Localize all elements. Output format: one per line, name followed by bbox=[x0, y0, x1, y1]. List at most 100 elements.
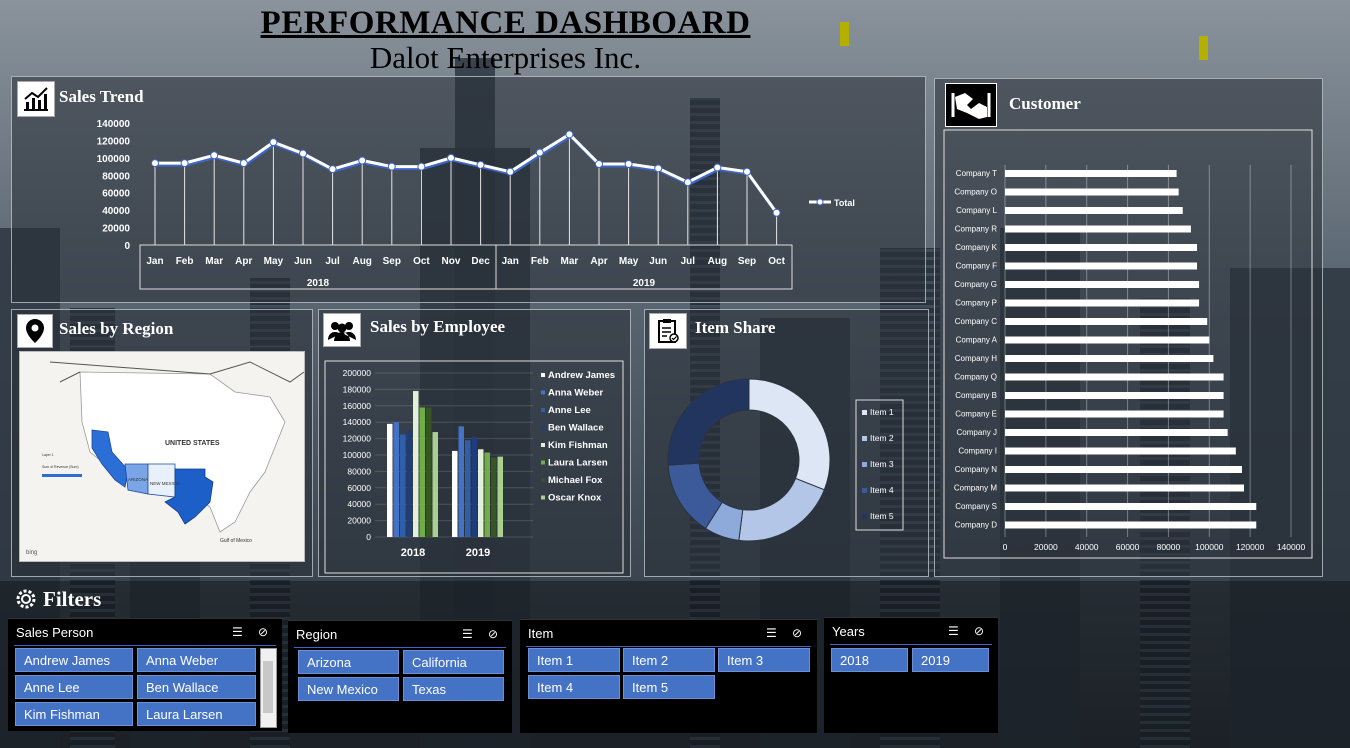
bar bbox=[1005, 336, 1210, 344]
customer-panel[interactable]: Customer 0 20000 40000 60000 80000 100000 1200… bbox=[934, 78, 1323, 577]
bar bbox=[1005, 521, 1257, 529]
x-tick-label: 140000 bbox=[1277, 542, 1306, 552]
trend-chart-icon bbox=[17, 81, 55, 117]
region-slicer[interactable]: Region ☰ ⊘ Arizona California New Mexico… bbox=[288, 620, 512, 733]
legend-label: Andrew James bbox=[548, 370, 615, 381]
y-tick-label: Company O bbox=[954, 188, 997, 197]
clear-filter-icon[interactable]: ⊘ bbox=[258, 625, 269, 639]
legend-swatch bbox=[541, 443, 545, 447]
y-tick-label: 160000 bbox=[343, 401, 372, 411]
multi-select-icon[interactable]: ☰ bbox=[766, 626, 777, 640]
multi-select-icon[interactable]: ☰ bbox=[462, 627, 473, 641]
data-point bbox=[447, 153, 455, 162]
years-slicer-header: Years bbox=[832, 624, 865, 639]
legend-label: Ben Wallace bbox=[548, 423, 604, 434]
x-tick-label: Jun bbox=[294, 256, 312, 267]
column bbox=[413, 391, 419, 537]
slicer-item[interactable]: Item 3 bbox=[718, 648, 810, 672]
multi-select-icon[interactable]: ☰ bbox=[948, 624, 959, 638]
x-tick-label: Feb bbox=[531, 256, 549, 267]
dashboard-title: PERFORMANCE DASHBOARD bbox=[260, 5, 751, 41]
slicer-item[interactable]: Texas bbox=[403, 677, 504, 701]
y-tick-label: 100000 bbox=[97, 154, 131, 165]
y-tick-label: Company J bbox=[957, 428, 997, 437]
sales-trend-panel[interactable]: Sales Trend 0 20000 40000 60000 80000 100000 1… bbox=[11, 76, 926, 303]
bing-label: bing bbox=[26, 550, 37, 556]
data-point bbox=[476, 160, 485, 169]
y-tick-label: Company C bbox=[955, 317, 997, 326]
data-point bbox=[358, 156, 367, 165]
x-tick-label: 80000 bbox=[1157, 542, 1181, 552]
slicer-item[interactable]: California bbox=[403, 650, 504, 674]
doughnut-slice bbox=[748, 378, 831, 491]
map-legend-sub: Sum of Revenue (Sum) bbox=[42, 465, 79, 469]
y-tick-label: Company A bbox=[956, 336, 998, 345]
clear-filter-icon[interactable]: ⊘ bbox=[488, 627, 499, 641]
data-point bbox=[269, 138, 278, 147]
location-pin-icon bbox=[17, 314, 53, 348]
data-point bbox=[535, 148, 544, 157]
region-map[interactable]: UNITED STATES ARIZONA NEW MEXICO Gulf of… bbox=[19, 351, 305, 562]
slicer-item[interactable]: Anne Lee bbox=[15, 675, 133, 699]
clear-filter-icon[interactable]: ⊘ bbox=[792, 626, 803, 640]
slicer-item[interactable]: 2018 bbox=[831, 648, 908, 672]
gear-icon bbox=[12, 585, 40, 613]
slicer-item[interactable]: New Mexico bbox=[298, 677, 399, 701]
legend-label: Item 3 bbox=[870, 459, 894, 469]
slicer-item[interactable]: Andrew James bbox=[15, 648, 133, 672]
bar bbox=[1005, 503, 1257, 510]
column bbox=[458, 426, 464, 537]
data-point bbox=[387, 162, 396, 171]
slicer-item[interactable]: Item 2 bbox=[623, 648, 715, 672]
slicer-item[interactable]: Laura Larsen bbox=[137, 702, 256, 726]
slicer-item[interactable]: Kim Fishman bbox=[15, 702, 133, 726]
slicer-item[interactable]: Item 1 bbox=[528, 648, 620, 672]
column bbox=[465, 440, 471, 537]
california-region[interactable] bbox=[91, 429, 129, 488]
slicer-item[interactable]: Item 5 bbox=[623, 675, 715, 699]
doughnut-slice bbox=[738, 477, 825, 542]
x-tick-label: Apr bbox=[235, 256, 252, 267]
slicer-item[interactable]: Item 4 bbox=[528, 675, 620, 699]
years-slicer[interactable]: Years ☰ ⊘ 2018 2019 bbox=[824, 617, 998, 733]
y-tick-label: 120000 bbox=[97, 136, 131, 147]
texas-region[interactable] bbox=[164, 468, 214, 525]
column bbox=[387, 423, 393, 537]
x-tick-label: 2018 bbox=[401, 547, 425, 559]
y-tick-label: Company D bbox=[955, 521, 997, 530]
slicer-item[interactable]: 2019 bbox=[912, 648, 989, 672]
y-tick-label: 20000 bbox=[347, 516, 371, 526]
bar bbox=[1005, 299, 1200, 307]
clear-filter-icon[interactable]: ⊘ bbox=[974, 624, 985, 638]
x-tick-label: 2019 bbox=[466, 547, 490, 559]
column bbox=[478, 449, 484, 537]
bar bbox=[1005, 170, 1177, 177]
slicer-scrollbar[interactable] bbox=[260, 648, 277, 728]
item-slicer[interactable]: Item ☰ ⊘ Item 1 Item 2 Item 3 Item 4 Ite… bbox=[520, 619, 817, 733]
column bbox=[400, 434, 406, 537]
x-tick-label: Dec bbox=[471, 256, 490, 267]
year-label: 2018 bbox=[307, 278, 330, 289]
multi-select-icon[interactable]: ☰ bbox=[232, 625, 243, 639]
sales-person-header: Sales Person bbox=[16, 625, 94, 640]
y-tick-label: Company T bbox=[956, 169, 997, 178]
legend-swatch bbox=[541, 373, 545, 377]
y-tick-label: 140000 bbox=[97, 119, 131, 130]
customer-title: Customer bbox=[1009, 94, 1081, 113]
legend-swatch bbox=[541, 408, 545, 412]
employee-panel[interactable]: Sales by Employee 0 20000 40000 60000 80000 1… bbox=[318, 309, 631, 577]
slicer-item[interactable]: Ben Wallace bbox=[137, 675, 256, 699]
y-tick-label: Company M bbox=[954, 484, 997, 493]
y-tick-label: Company N bbox=[955, 465, 997, 474]
legend-marker bbox=[816, 198, 824, 206]
bar bbox=[1005, 373, 1224, 381]
bar bbox=[1005, 447, 1236, 455]
slicer-item[interactable]: Arizona bbox=[298, 650, 399, 674]
sales-person-slicer[interactable]: Sales Person ☰ ⊘ Andrew James Anna Weber… bbox=[8, 618, 282, 731]
slicer-item[interactable]: Anna Weber bbox=[137, 648, 256, 672]
column bbox=[419, 407, 425, 537]
y-tick-label: 40000 bbox=[347, 499, 371, 509]
column bbox=[491, 457, 497, 537]
bar bbox=[1005, 429, 1228, 436]
item-share-panel[interactable]: Item Share Item 1 Item 2 Item 3 Item 4 Item … bbox=[644, 309, 929, 577]
